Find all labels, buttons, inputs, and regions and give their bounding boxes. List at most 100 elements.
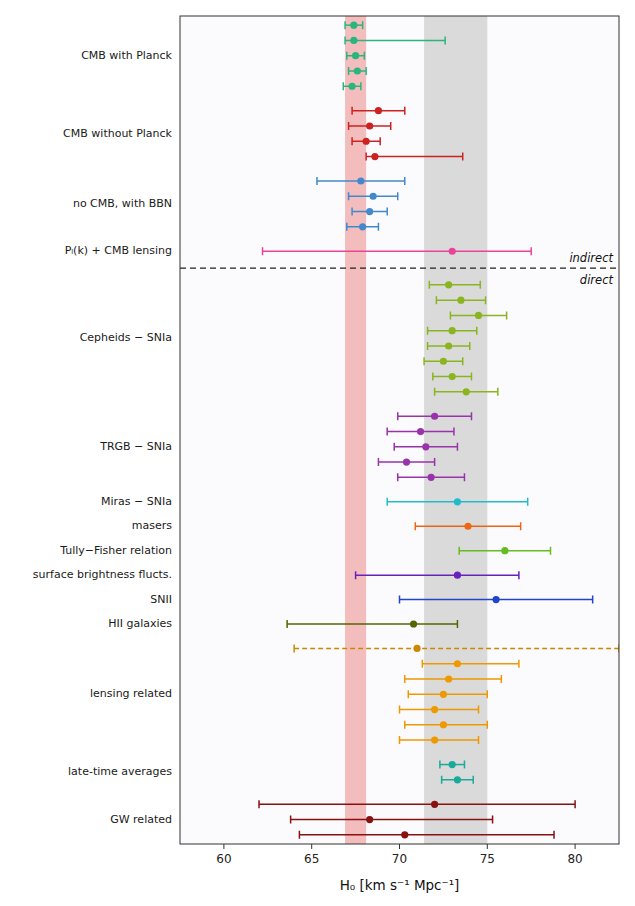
error-cap bbox=[459, 547, 550, 555]
point bbox=[417, 428, 424, 435]
error-bar bbox=[263, 251, 532, 253]
error-cap bbox=[405, 675, 502, 683]
group-label: late-time averages bbox=[68, 765, 172, 778]
x-tick bbox=[487, 844, 488, 849]
point bbox=[359, 223, 366, 230]
point bbox=[464, 523, 471, 530]
chart: indirectdirectCMB with PlanckCMB without… bbox=[0, 0, 635, 906]
error-bar bbox=[429, 284, 480, 286]
error-cap bbox=[352, 208, 387, 216]
group-label: surface brightness flucts. bbox=[33, 568, 172, 581]
error-bar bbox=[400, 709, 479, 711]
error-cap bbox=[405, 721, 488, 729]
error-cap bbox=[356, 571, 519, 579]
error-cap bbox=[294, 644, 619, 652]
section-label: direct bbox=[580, 273, 614, 287]
error-cap bbox=[424, 357, 463, 365]
error-cap bbox=[347, 52, 365, 60]
x-tick-label: 60 bbox=[216, 852, 231, 866]
error-cap bbox=[436, 296, 485, 304]
point bbox=[440, 721, 447, 728]
point bbox=[370, 193, 377, 200]
point bbox=[428, 474, 435, 481]
x-tick-label: 75 bbox=[480, 852, 495, 866]
x-tick bbox=[311, 844, 312, 849]
error-cap bbox=[398, 473, 465, 481]
x-tick-label: 70 bbox=[392, 852, 407, 866]
error-cap bbox=[291, 816, 493, 824]
error-cap bbox=[349, 122, 391, 130]
error-cap bbox=[440, 761, 465, 769]
group-label: Miras − SNIa bbox=[101, 495, 172, 508]
group-label: Tully−Fisher relation bbox=[59, 544, 172, 557]
error-cap bbox=[387, 498, 527, 506]
error-cap bbox=[347, 223, 379, 231]
point bbox=[363, 138, 370, 145]
error-cap bbox=[349, 67, 367, 75]
error-cap bbox=[408, 690, 487, 698]
point bbox=[454, 776, 461, 783]
error-cap bbox=[299, 831, 554, 839]
plot-area bbox=[259, 16, 619, 844]
point bbox=[449, 248, 456, 255]
error-cap bbox=[433, 373, 472, 381]
point bbox=[352, 52, 359, 59]
error-cap bbox=[394, 443, 457, 451]
error-bar bbox=[366, 156, 463, 158]
error-bar bbox=[408, 694, 487, 696]
point bbox=[422, 443, 429, 450]
point bbox=[457, 297, 464, 304]
page: {"chart_data": { "type": "errorbar", "xl… bbox=[0, 0, 635, 906]
error-cap bbox=[435, 388, 498, 396]
point bbox=[413, 645, 420, 652]
error-bar bbox=[299, 834, 554, 836]
point bbox=[366, 816, 373, 823]
x-tick bbox=[223, 844, 224, 849]
error-cap bbox=[287, 620, 457, 628]
point bbox=[366, 122, 373, 129]
error-bar bbox=[422, 663, 519, 665]
point bbox=[475, 312, 482, 319]
point bbox=[403, 458, 410, 465]
group-label: lensing related bbox=[90, 687, 172, 700]
error-cap bbox=[428, 327, 477, 335]
error-cap bbox=[259, 800, 575, 808]
error-cap bbox=[317, 177, 405, 185]
point bbox=[445, 281, 452, 288]
point bbox=[431, 706, 438, 713]
error-cap bbox=[345, 21, 363, 29]
point bbox=[454, 660, 461, 667]
point bbox=[445, 342, 452, 349]
error-cap bbox=[400, 736, 479, 744]
point bbox=[440, 691, 447, 698]
group-label: no CMB, with BBN bbox=[73, 197, 172, 210]
error-bar bbox=[345, 40, 445, 42]
point bbox=[454, 498, 461, 505]
group-label: HII galaxies bbox=[108, 617, 172, 630]
error-cap bbox=[387, 428, 454, 436]
group-label: TRGB − SNIa bbox=[99, 440, 172, 453]
plot-background bbox=[180, 16, 619, 844]
x-tick bbox=[575, 844, 576, 849]
point bbox=[371, 153, 378, 160]
point bbox=[350, 22, 357, 29]
point bbox=[354, 67, 361, 74]
error-cap bbox=[428, 342, 470, 350]
error-cap bbox=[352, 107, 405, 115]
error-cap bbox=[345, 36, 445, 44]
point bbox=[449, 373, 456, 380]
x-axis-label: H₀ [km s⁻¹ Mpc⁻¹] bbox=[340, 877, 460, 893]
group-label: masers bbox=[132, 519, 172, 532]
group-label: SNII bbox=[150, 593, 172, 606]
point bbox=[357, 177, 364, 184]
error-cap bbox=[429, 281, 480, 289]
error-cap bbox=[422, 660, 519, 668]
group-label: Pₗ(k) + CMB lensing bbox=[65, 244, 172, 257]
plot-frame bbox=[180, 16, 619, 844]
point bbox=[431, 737, 438, 744]
error-cap bbox=[349, 192, 398, 200]
error-bar bbox=[291, 819, 493, 821]
x-tick bbox=[399, 844, 400, 849]
point bbox=[431, 801, 438, 808]
group-label: GW related bbox=[110, 813, 172, 826]
